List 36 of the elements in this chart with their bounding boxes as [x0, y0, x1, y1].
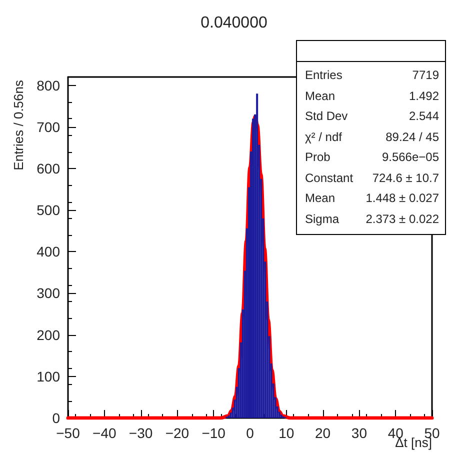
- annotation: Mean: [305, 190, 336, 207]
- annotation: Sigma: [305, 210, 340, 228]
- x-tick-label: 10: [278, 425, 294, 441]
- annotation: 1.492: [408, 88, 439, 104]
- annotation: Entries: [305, 67, 342, 84]
- annotation: 9.566e−05: [382, 149, 439, 166]
- annotation: Prob: [305, 149, 330, 166]
- y-tick-label: 100: [36, 368, 60, 384]
- y-tick-label: 500: [36, 202, 60, 218]
- annotation: Mean: [305, 88, 336, 104]
- annotation: 724.6 ± 10.7: [372, 170, 439, 186]
- y-tick-label: 600: [36, 160, 60, 176]
- annotation: χ² / ndf: [305, 128, 342, 146]
- annotation: Constant: [305, 170, 354, 186]
- x-tick-label: −50: [56, 425, 80, 441]
- x-tick-label: 0: [246, 425, 254, 441]
- x-tick-label: −20: [165, 425, 190, 441]
- y-tick-label: 400: [36, 244, 60, 260]
- y-tick-label: 300: [36, 285, 60, 302]
- chart-title: 0.040000: [200, 14, 268, 32]
- annotation: 7719: [412, 67, 439, 84]
- y-tick-label: 800: [36, 77, 60, 94]
- annotation: 2.544: [408, 108, 439, 125]
- y-tick-label: 0: [52, 410, 60, 426]
- x-tick-label: −10: [202, 425, 226, 441]
- x-tick-label: −40: [92, 425, 116, 441]
- y-tick-label: 700: [36, 118, 60, 135]
- annotation: 89.24 / 45: [386, 128, 439, 146]
- annotation: 2.373 ± 0.022: [366, 210, 439, 228]
- x-tick-label: −30: [128, 425, 153, 441]
- x-tick-label: 30: [351, 425, 368, 441]
- annotation: Std Dev: [305, 108, 348, 125]
- y-tick-label: 200: [36, 326, 60, 343]
- x-tick-label: 20: [315, 425, 331, 441]
- y-axis-title: Entries / 0.56ns: [11, 80, 26, 170]
- annotation: 1.448 ± 0.027: [366, 190, 439, 207]
